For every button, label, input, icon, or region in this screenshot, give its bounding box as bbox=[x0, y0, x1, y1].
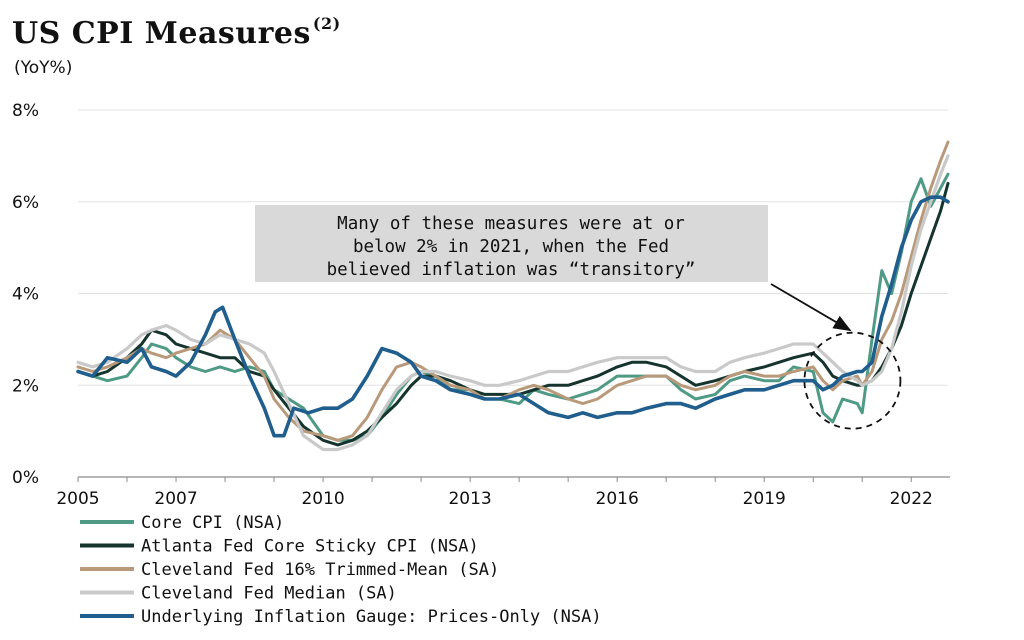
x-tick-label: 2005 bbox=[56, 489, 99, 509]
legend-label: Cleveland Fed 16% Trimmed-Mean (SA) bbox=[141, 560, 499, 580]
series-line-2 bbox=[76, 181, 950, 447]
legend-label: Atlanta Fed Core Sticky CPI (NSA) bbox=[141, 537, 479, 557]
chart-subtitle: (YoY%) bbox=[14, 58, 73, 78]
y-gridlines bbox=[78, 109, 948, 386]
chart-title-text: US CPI Measures bbox=[12, 16, 311, 51]
annotation-box bbox=[255, 205, 768, 282]
y-tick-label: 8% bbox=[12, 101, 39, 121]
x-tick-label: 2019 bbox=[743, 489, 786, 509]
x-tick-label: 2016 bbox=[596, 489, 639, 509]
chart-title-note: (2) bbox=[312, 14, 341, 33]
chart-title: US CPI Measures (2) bbox=[12, 14, 341, 51]
legend-label: Core CPI (NSA) bbox=[141, 513, 284, 533]
series-line-4 bbox=[76, 154, 950, 452]
annotation-text-line: believed inflation was “transitory” bbox=[327, 260, 696, 280]
series-lines bbox=[76, 140, 950, 452]
y-tick-label: 4% bbox=[12, 285, 39, 305]
annotation: Many of these measures were at or below 2… bbox=[255, 205, 902, 430]
annotation-arrow bbox=[770, 283, 852, 332]
x-tick-label: 2013 bbox=[448, 489, 491, 509]
axes: 0% 2% 4% 6% 8% 2005 2007 2010 2013 2016 2019 2022 bbox=[12, 101, 950, 509]
x-tick-label: 2010 bbox=[301, 489, 344, 509]
highlight-circle bbox=[803, 331, 902, 430]
x-tick-label: 2007 bbox=[154, 489, 197, 509]
y-tick-label: 2% bbox=[12, 376, 39, 396]
x-tick-label: 2022 bbox=[890, 489, 933, 509]
annotation-text-line: Many of these measures were at or bbox=[337, 214, 685, 234]
legend-label: Cleveland Fed Median (SA) bbox=[141, 584, 397, 604]
legend-label: Underlying Inflation Gauge: Prices-Only … bbox=[141, 607, 602, 627]
y-tick-label: 6% bbox=[12, 193, 39, 213]
y-tick-label: 0% bbox=[12, 468, 39, 488]
annotation-text-line: below 2% in 2021, when the Fed bbox=[353, 237, 669, 257]
series-line-5 bbox=[76, 195, 950, 438]
legend: Core CPI (NSA) Atlanta Fed Core Sticky CP… bbox=[80, 513, 602, 627]
